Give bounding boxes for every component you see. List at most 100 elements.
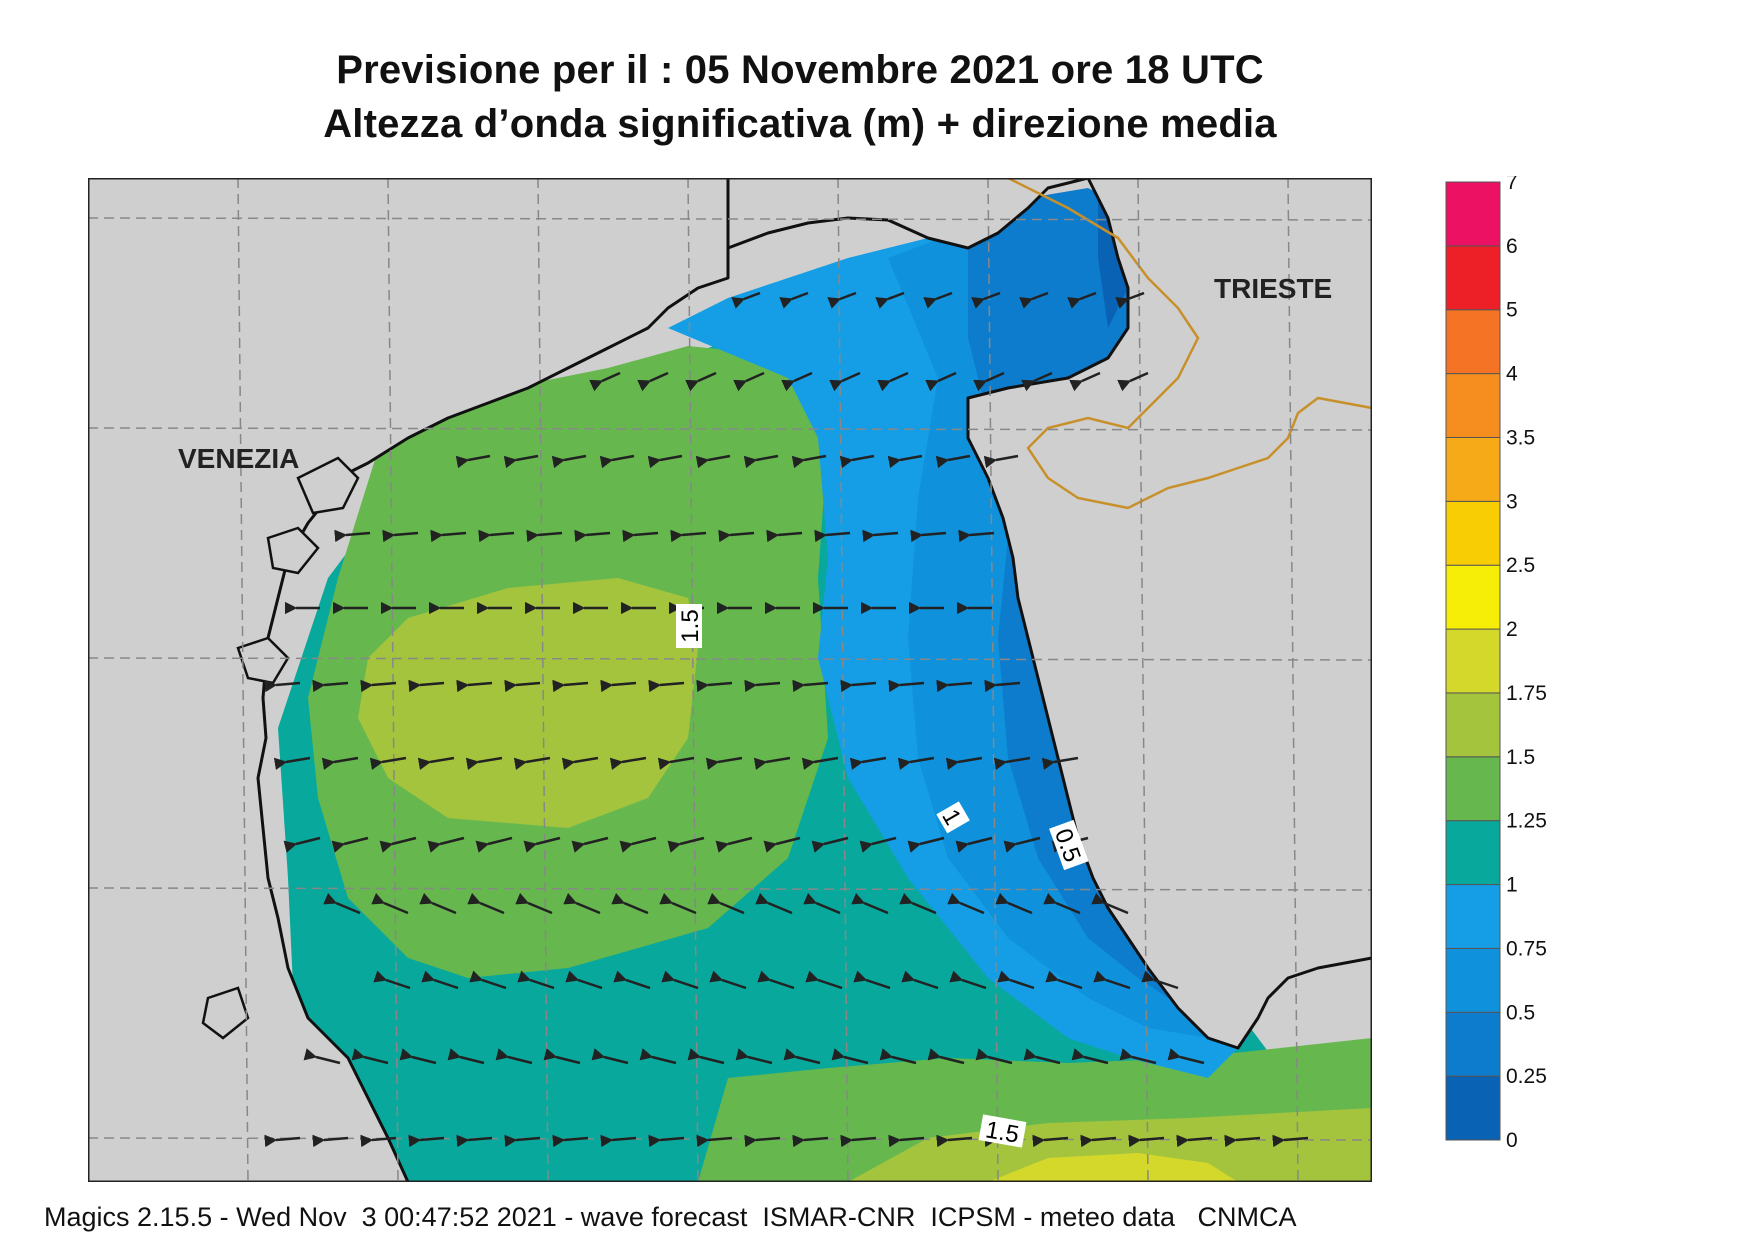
direction-arrow [571, 836, 609, 853]
legend-tick-label: 1 [1506, 874, 1518, 897]
wave-direction-arrows [264, 291, 1309, 1148]
direction-arrow [910, 529, 947, 543]
direction-arrow [707, 892, 745, 915]
direction-arrow [1045, 970, 1083, 990]
direction-arrow [791, 454, 827, 469]
direction-arrow [526, 529, 563, 543]
direction-arrow [600, 679, 637, 693]
direction-arrow [283, 836, 321, 853]
direction-arrow [591, 1048, 629, 1065]
direction-arrow [897, 756, 935, 771]
legend-tick-labels: 0 0.25 0.5 0.75 1 1.25 1.5 1.75 2 2.5 3 3.5 4 5 6 7 [1506, 176, 1547, 1152]
direction-arrow [667, 836, 705, 853]
direction-arrow [1176, 1134, 1213, 1148]
legend-tick-label: 0.5 [1506, 1001, 1535, 1024]
direction-arrow [718, 529, 755, 543]
direction-arrow [973, 371, 1005, 392]
legend-tick-label: 3.5 [1506, 426, 1535, 449]
direction-arrow [731, 291, 761, 309]
direction-arrow [1080, 1134, 1117, 1148]
direction-arrow [589, 371, 621, 392]
legend-tick-label: 6 [1506, 235, 1518, 258]
direction-arrow [1032, 1134, 1069, 1148]
direction-arrow [877, 371, 909, 392]
direction-arrow [543, 1048, 581, 1065]
direction-arrow [983, 454, 1019, 469]
direction-arrow [1003, 836, 1041, 853]
direction-arrow [744, 1134, 781, 1148]
direction-arrow [803, 892, 841, 915]
direction-arrow [469, 970, 507, 990]
direction-arrow [875, 291, 905, 309]
direction-arrow [1117, 371, 1149, 392]
direction-arrow [831, 1048, 869, 1065]
direction-arrow [879, 1048, 917, 1065]
direction-arrow [849, 756, 887, 771]
direction-arrow [766, 529, 803, 543]
direction-arrow [781, 371, 813, 392]
legend-tick-label: 7 [1506, 176, 1518, 194]
direction-arrow [995, 892, 1033, 915]
direction-arrow [599, 454, 635, 469]
direction-arrow [561, 756, 599, 771]
direction-arrow [696, 679, 733, 693]
direction-arrow [408, 679, 445, 693]
legend-box-5-6 [1445, 245, 1501, 311]
direction-arrow [619, 836, 657, 853]
legend-tick-label: 2.5 [1506, 554, 1535, 577]
direction-arrow [622, 529, 659, 543]
direction-arrow [360, 679, 397, 693]
direction-arrow [901, 970, 939, 990]
legend-tick-label: 4 [1506, 363, 1518, 386]
direction-arrow [659, 892, 697, 915]
direction-arrow [312, 679, 349, 693]
direction-arrow [862, 529, 899, 543]
direction-arrow [715, 836, 753, 853]
direction-arrow [695, 454, 731, 469]
legend-color-boxes [1445, 181, 1501, 1141]
title-line-1: Previsione per il : 05 Novembre 2021 ore… [336, 48, 1264, 92]
sea-band-1.75-2-south [988, 1153, 1238, 1182]
direction-arrow [517, 970, 555, 990]
title-line-2: Altezza d’onda significativa (m) + direz… [323, 102, 1277, 146]
direction-arrow [840, 679, 877, 693]
direction-arrow [609, 756, 647, 771]
direction-arrow [1119, 1048, 1157, 1065]
direction-arrow [467, 892, 505, 915]
contour-label-1.5-south: 1.5 [978, 1114, 1027, 1149]
direction-arrow [735, 1048, 773, 1065]
direction-arrow [552, 1134, 589, 1148]
direction-arrow [551, 454, 587, 469]
direction-arrow [853, 970, 891, 990]
direction-arrow [993, 756, 1031, 771]
direction-arrow [334, 529, 371, 543]
direction-arrow [565, 970, 603, 990]
direction-arrow [744, 679, 781, 693]
direction-arrow [1043, 892, 1081, 915]
direction-arrow [971, 291, 1001, 309]
direction-arrow [811, 836, 849, 853]
lagoon-island-b [266, 526, 320, 575]
legend-tick-label: 1.25 [1506, 810, 1547, 833]
direction-arrow [1041, 756, 1079, 771]
direction-arrow [515, 892, 553, 915]
direction-arrow [947, 892, 985, 915]
direction-arrow [1272, 1134, 1309, 1148]
direction-arrow [743, 454, 779, 469]
legend-tick-label: 5 [1506, 299, 1518, 322]
contour-label-1.5-west: 1.5 [676, 604, 704, 648]
legend-box-1-1.25 [1445, 820, 1501, 886]
direction-arrow [427, 836, 465, 853]
direction-arrow [421, 970, 459, 990]
direction-arrow [647, 454, 683, 469]
legend-box-2.5-3 [1445, 500, 1501, 566]
legend-box-2-2.5 [1445, 564, 1501, 630]
direction-arrow [447, 1048, 485, 1065]
wave-height-map: 1.5 1 0.5 1.5 VENEZIA TRIESTE [88, 178, 1372, 1182]
direction-arrow [899, 892, 937, 915]
coast-east-istria [966, 178, 1372, 1050]
lagoon-island-c [236, 636, 290, 685]
direction-arrow [504, 679, 541, 693]
direction-arrow [417, 756, 455, 771]
direction-arrow [637, 371, 669, 392]
